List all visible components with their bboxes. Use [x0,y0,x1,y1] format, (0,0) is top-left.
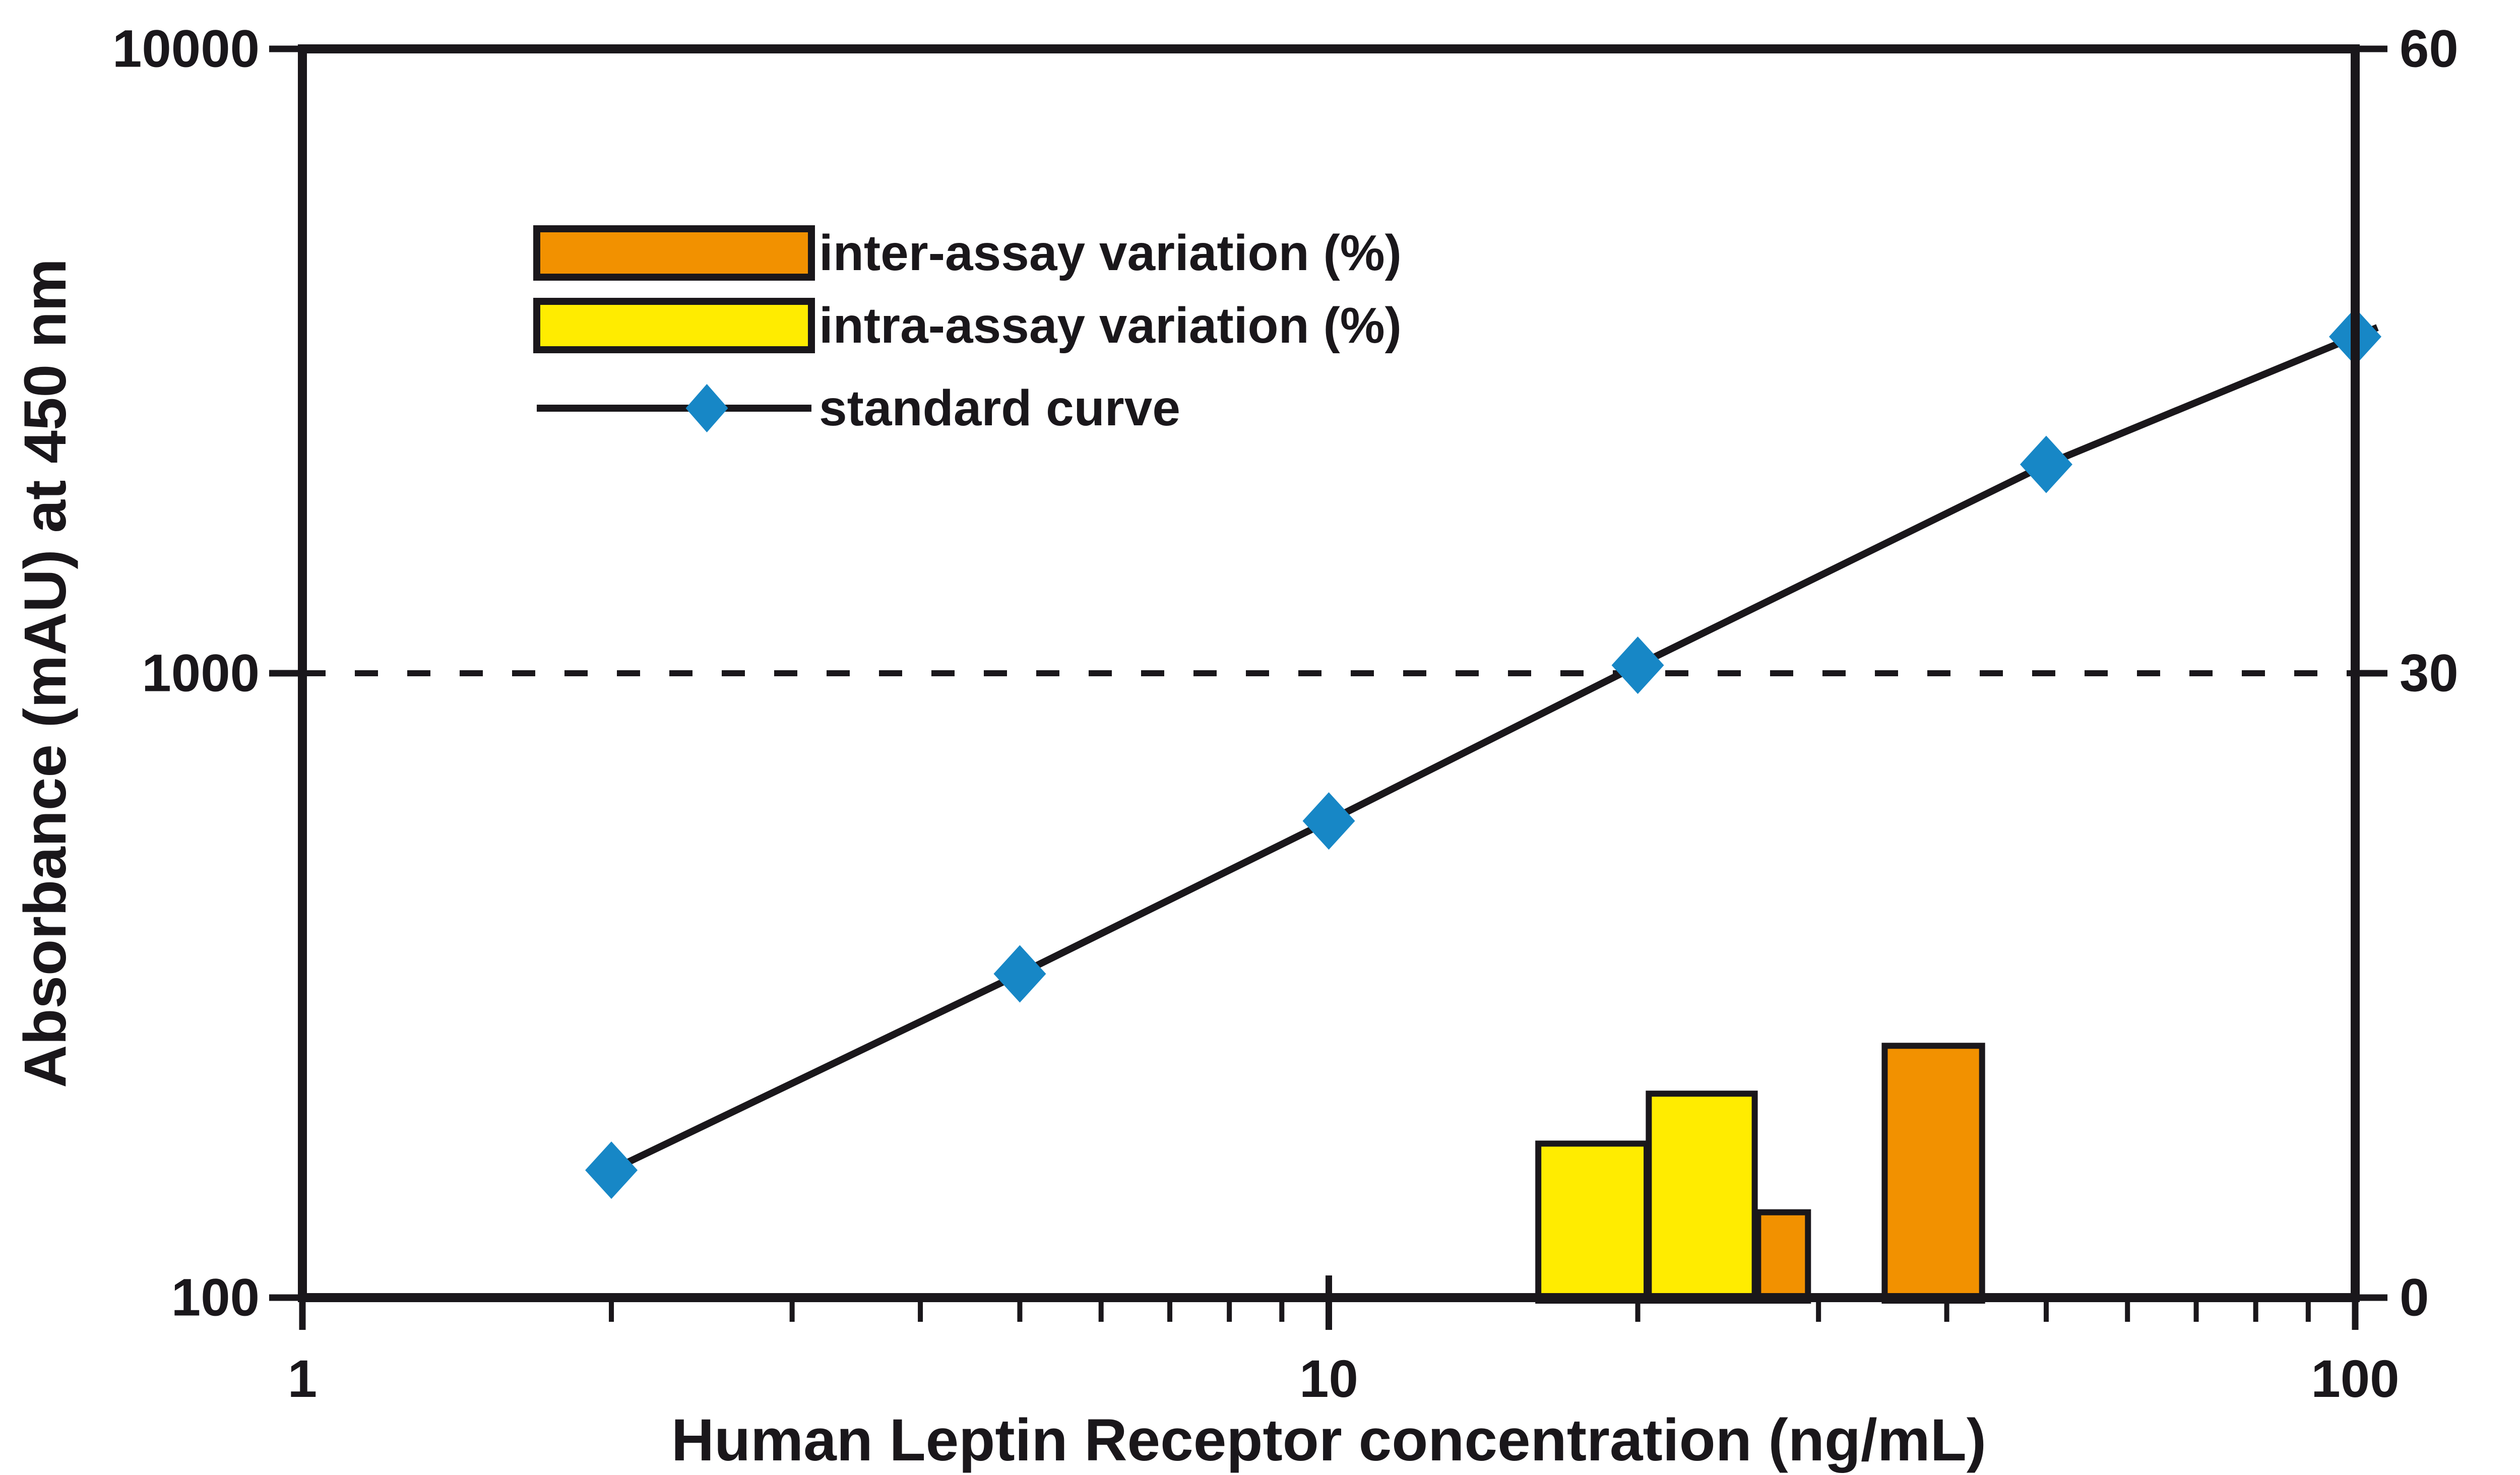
legend-label: standard curve [819,380,1180,436]
y-left-tick-label: 1000 [142,644,260,703]
x-tick-label: 100 [2311,1350,2399,1408]
legend-label: intra-assay variation (%) [819,297,1402,354]
y-right-tick-label: 60 [2400,20,2459,79]
legend-label: inter-assay variation (%) [819,225,1402,281]
x-axis-ticks: 1 10 100 [288,1275,2400,1408]
intra-assay-bars [1535,1091,1758,1304]
legend-swatch-inter [533,225,815,281]
y-left-ticks: 100 1000 10000 [112,20,302,1327]
variation-bar [1881,1043,1985,1304]
variation-bar [1535,1140,1650,1304]
y-right-tick-label: 0 [2400,1268,2429,1327]
standard-curve-point-diamond [1611,636,1664,694]
standard-curve-point-diamond [1302,792,1355,850]
variation-bar [1755,1209,1811,1304]
x-tick-label: 10 [1299,1350,1358,1408]
legend-diamond-marker [685,384,728,432]
y-right-ticks: 0 30 60 [2355,20,2459,1327]
y-left-tick-label: 10000 [112,20,260,79]
standard-curve-point-diamond [2020,435,2072,493]
x-tick-label: 1 [288,1350,317,1408]
y-left-tick-label: 100 [171,1268,260,1327]
legend-swatch-intra [533,298,815,353]
x-axis-title: Human Leptin Receptor concentration (ng/… [671,1407,1986,1473]
standard-curve-point-diamond [993,945,1046,1003]
y-right-tick-label: 30 [2400,644,2459,703]
inter-assay-bars [1755,1043,1985,1304]
standard-curve-point-diamond [585,1141,638,1199]
legend: inter-assay variation (%) intra-assay var… [533,225,1402,436]
variation-bar [1646,1091,1758,1304]
y-left-axis-title: Absorbance (mAU) at 450 nm [12,259,79,1088]
